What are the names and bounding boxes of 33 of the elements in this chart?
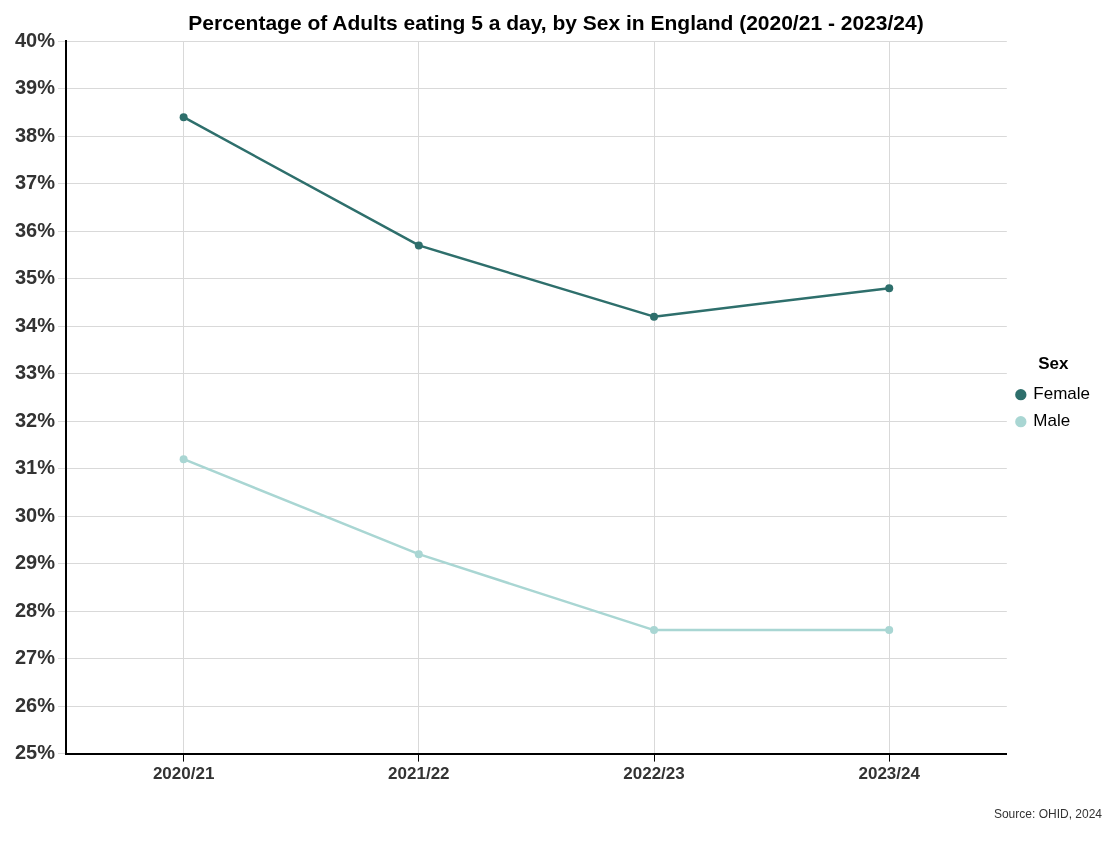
y-tick-label: 28% bbox=[15, 598, 56, 621]
y-tick-label: 32% bbox=[15, 408, 56, 431]
legend-label: Male bbox=[1033, 411, 1071, 431]
y-tick-label: 33% bbox=[15, 361, 56, 384]
legend-title: Sex bbox=[1038, 353, 1070, 373]
y-tick-label: 35% bbox=[15, 266, 56, 289]
chart-title: Percentage of Adults eating 5 a day, by Sex in England (2020/21 - 2023/24) bbox=[188, 11, 924, 35]
y-tick-label: 39% bbox=[15, 76, 56, 99]
y-tick-label: 40% bbox=[15, 28, 56, 51]
point bbox=[414, 550, 423, 559]
point bbox=[650, 626, 659, 635]
source-note: Source: OHID, 2024 bbox=[993, 807, 1103, 821]
y-tick-label: 34% bbox=[15, 313, 56, 336]
point bbox=[414, 241, 423, 250]
x-tick-label: 2020/21 bbox=[152, 764, 215, 784]
point bbox=[885, 626, 894, 635]
x-tick-label: 2021/22 bbox=[388, 764, 450, 784]
y-tick-label: 27% bbox=[15, 646, 56, 669]
point bbox=[179, 455, 188, 464]
y-tick-label: 38% bbox=[15, 123, 56, 146]
y-tick-label: 37% bbox=[15, 171, 56, 194]
y-tick-label: 26% bbox=[15, 693, 56, 716]
y-tick-label: 25% bbox=[15, 741, 56, 764]
x-tick-label: 2023/24 bbox=[858, 764, 921, 784]
point bbox=[885, 284, 894, 293]
y-tick-label: 30% bbox=[15, 503, 56, 526]
point bbox=[179, 113, 188, 122]
y-tick-label: 31% bbox=[15, 456, 56, 479]
y-tick-label: 36% bbox=[15, 218, 56, 241]
y-tick-label: 29% bbox=[15, 551, 56, 574]
legend-label: Female bbox=[1033, 384, 1090, 404]
point bbox=[650, 312, 659, 321]
x-tick-label: 2022/23 bbox=[623, 764, 685, 784]
